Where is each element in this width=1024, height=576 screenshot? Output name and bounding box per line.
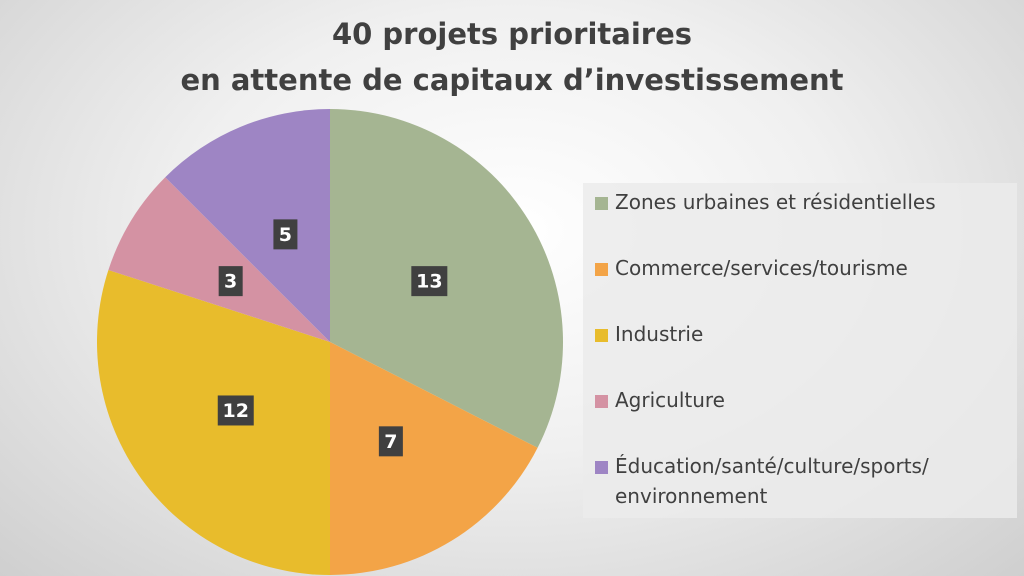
- chart-title: 40 projets prioritaires: [332, 17, 692, 51]
- pie-slice: [108, 177, 330, 342]
- legend-label: Commerce/services/tourisme: [615, 256, 908, 280]
- legend-label: Industrie: [615, 322, 704, 346]
- legend-item: Commerce/services/tourisme: [595, 253, 1017, 283]
- legend-item: Éducation/santé/culture/sports/ environn…: [595, 451, 1017, 511]
- data-label: 12: [223, 400, 249, 422]
- legend-item: Agriculture: [595, 385, 1017, 415]
- data-label-box: [411, 266, 448, 297]
- legend-swatch: [595, 395, 608, 408]
- legend-item: Zones urbaines et résidentielles: [595, 187, 1017, 217]
- chart-title: en attente de capitaux d’investissement: [180, 63, 843, 97]
- data-label-box: [218, 266, 243, 297]
- data-label: 7: [384, 431, 397, 453]
- data-label: 5: [279, 224, 292, 246]
- pie-slice: [165, 109, 330, 342]
- legend: Zones urbaines et résidentielles Commerce…: [583, 183, 1017, 518]
- legend-label: Zones urbaines et résidentielles: [615, 190, 936, 214]
- legend-swatch: [595, 263, 608, 276]
- legend-swatch: [595, 197, 608, 210]
- data-label: 3: [224, 271, 237, 293]
- data-label: 13: [416, 271, 442, 293]
- legend-label: Agriculture: [615, 388, 725, 412]
- data-label-box: [217, 395, 254, 426]
- legend-item: Industrie: [595, 319, 1017, 349]
- data-label-box: [378, 426, 403, 457]
- pie-slice: [97, 269, 330, 575]
- legend-label: Éducation/santé/culture/sports/ environn…: [615, 454, 929, 508]
- pie-slice: [330, 342, 538, 575]
- data-label-box: [273, 219, 298, 250]
- legend-swatch: [595, 461, 608, 474]
- legend-swatch: [595, 329, 608, 342]
